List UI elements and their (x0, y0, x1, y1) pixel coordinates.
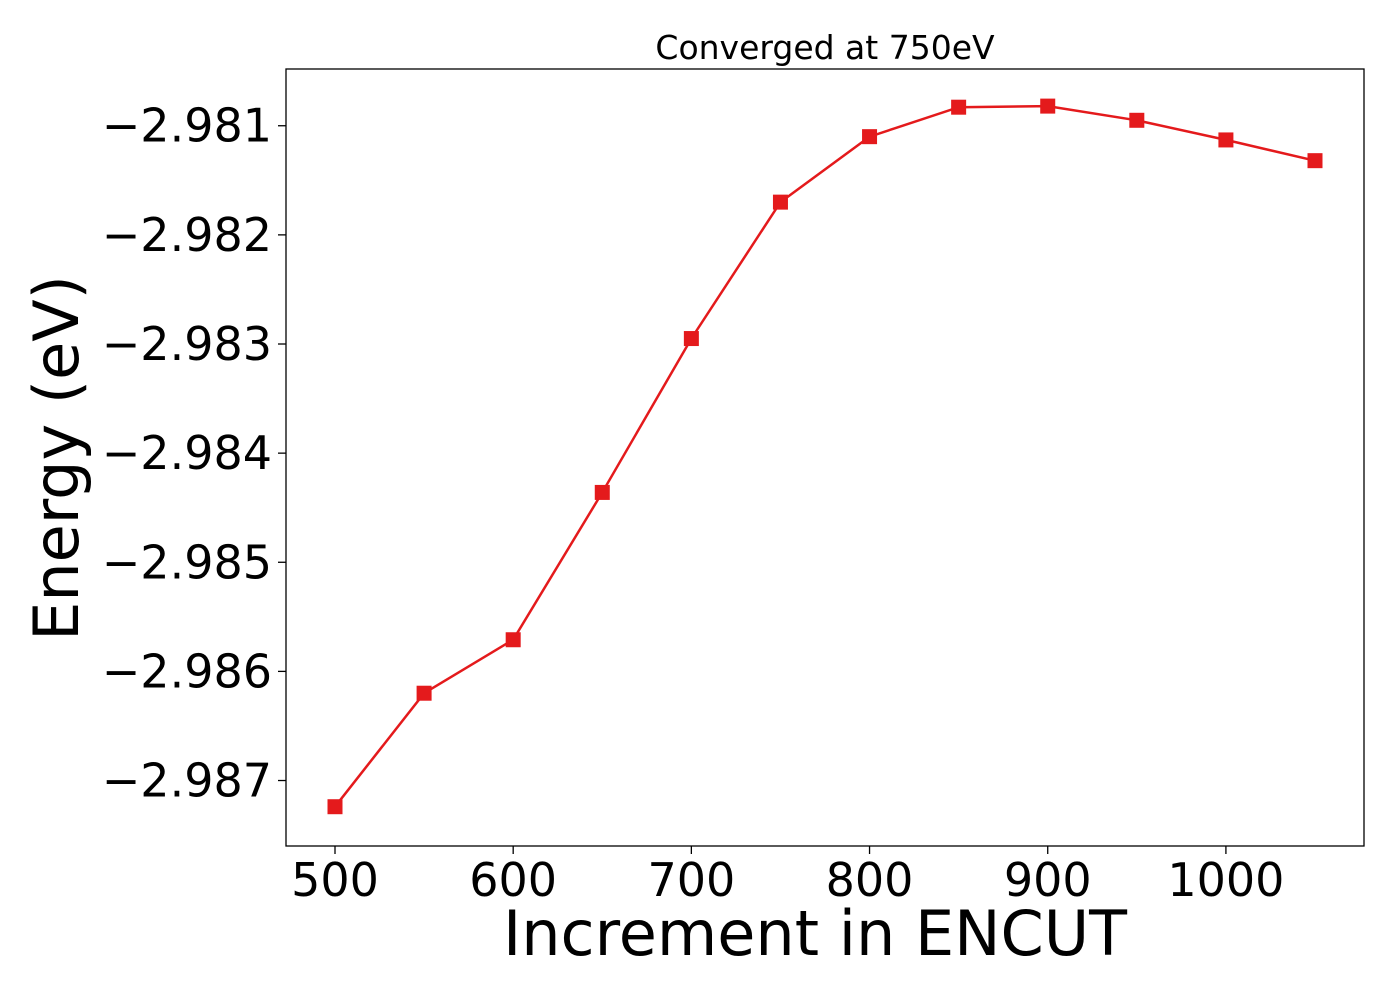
data-point (416, 685, 432, 701)
plot-frame (285, 68, 1365, 847)
x-tick-label: 1000 (1167, 853, 1284, 907)
x-axis-title: Increment in ENCUT (503, 897, 1128, 970)
chart-title: Converged at 750eV (655, 28, 995, 67)
x-tick-label: 500 (291, 853, 379, 907)
data-point (683, 331, 699, 347)
data-point (505, 632, 521, 648)
plot-area (327, 98, 1323, 815)
x-tick-label: 700 (647, 853, 735, 907)
y-tick-label: −2.983 (102, 317, 272, 371)
x-tick-label: 800 (826, 853, 914, 907)
y-tick-label: −2.987 (102, 754, 272, 808)
data-point (327, 799, 343, 815)
x-tick-label: 600 (469, 853, 557, 907)
y-tick-label: −2.986 (102, 644, 272, 698)
y-tick-label: −2.981 (102, 99, 272, 153)
data-point (1040, 98, 1056, 114)
data-point (772, 194, 788, 210)
y-tick-label: −2.984 (102, 426, 272, 480)
data-point (594, 484, 610, 500)
data-point (1218, 132, 1234, 148)
data-point (1129, 112, 1145, 128)
y-axis: −2.987 −2.986 −2.985 −2.984 −2.983 −2.982 −2.9… (102, 99, 286, 808)
data-point (951, 99, 967, 115)
data-point (1307, 153, 1323, 169)
series-line (334, 104, 1316, 808)
y-tick-label: −2.982 (102, 208, 272, 262)
x-axis: 500 600 700 800 900 1000 (291, 846, 1284, 907)
y-axis-title: Energy (eV) (20, 275, 93, 641)
data-point (862, 129, 878, 145)
y-tick-label: −2.985 (102, 535, 272, 589)
x-tick-label: 900 (1004, 853, 1092, 907)
